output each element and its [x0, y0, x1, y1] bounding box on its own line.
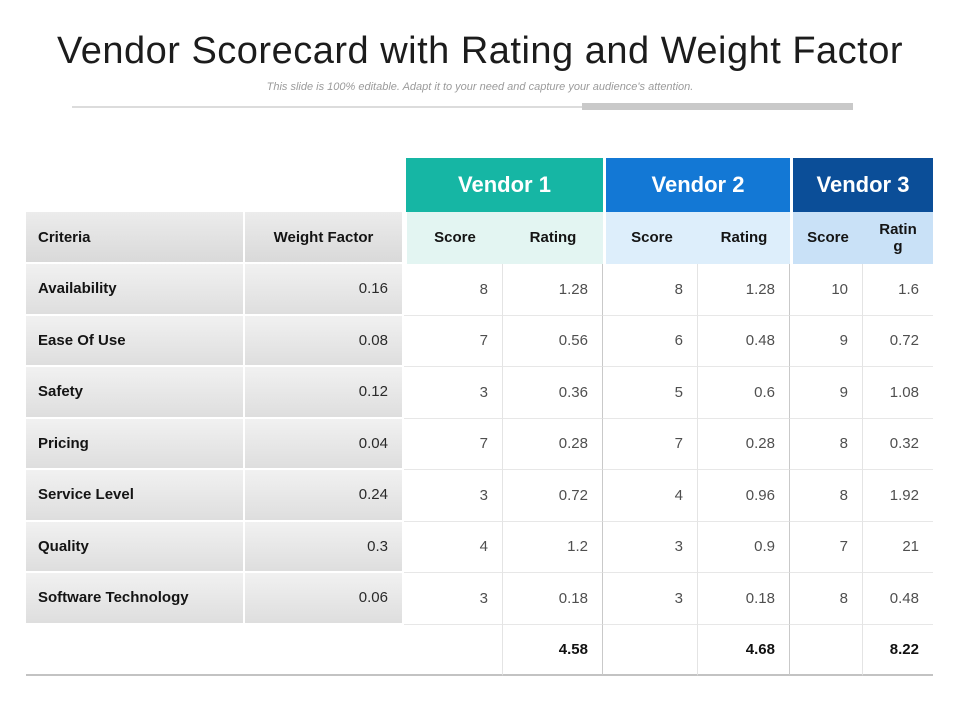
weight-cell: 0.12 [245, 367, 404, 419]
rating-cell: 1.92 [863, 470, 933, 522]
total-rating-cell: 8.22 [863, 624, 933, 676]
total-score-cell [404, 624, 503, 676]
score-header-cell: Score [790, 212, 863, 264]
vendor-header: Vendor 3 [790, 158, 933, 212]
rating-cell: 0.56 [503, 315, 603, 367]
criteria-cell: Availability [26, 264, 245, 316]
score-cell: 7 [603, 418, 698, 470]
score-cell: 5 [603, 367, 698, 419]
score-cell: 3 [404, 573, 503, 625]
weight-cell: 0.3 [245, 521, 404, 573]
score-cell: 7 [404, 418, 503, 470]
rating-cell: 0.36 [503, 367, 603, 419]
rating-cell: 0.28 [503, 418, 603, 470]
score-header-cell: Score [404, 212, 503, 264]
score-cell: 8 [404, 264, 503, 316]
score-cell: 6 [603, 315, 698, 367]
vendor-scorecard-table: Vendor 1 Vendor 2 Vendor 3 Criteria Weig… [26, 158, 933, 676]
criteria-cell: Quality [26, 521, 245, 573]
score-header-cell: Score [603, 212, 698, 264]
rating-cell: 0.32 [863, 418, 933, 470]
criteria-cell: Ease Of Use [26, 315, 245, 367]
weight-cell: 0.16 [245, 264, 404, 316]
rating-cell: 0.48 [698, 315, 790, 367]
criteria-cell: Software Technology [26, 573, 245, 625]
vendor-header: Vendor 2 [603, 158, 790, 212]
rating-cell: 0.72 [863, 315, 933, 367]
rating-cell: 0.28 [698, 418, 790, 470]
rating-cell: 1.28 [698, 264, 790, 316]
weight-cell: 0.04 [245, 418, 404, 470]
score-cell: 3 [603, 573, 698, 625]
total-score-cell [790, 624, 863, 676]
total-rating-cell: 4.68 [698, 624, 790, 676]
page-title: Vendor Scorecard with Rating and Weight … [56, 30, 904, 72]
score-cell: 8 [790, 470, 863, 522]
rating-cell: 0.72 [503, 470, 603, 522]
score-cell: 3 [404, 470, 503, 522]
rating-header-cell: Rating [503, 212, 603, 264]
score-cell: 7 [404, 315, 503, 367]
score-cell: 8 [603, 264, 698, 316]
score-cell: 4 [603, 470, 698, 522]
weight-cell: 0.06 [245, 573, 404, 625]
rating-cell: 1.08 [863, 367, 933, 419]
weight-cell: 0.24 [245, 470, 404, 522]
criteria-cell: Pricing [26, 418, 245, 470]
rating-cell: 0.9 [698, 521, 790, 573]
header-spacer [26, 158, 404, 212]
score-cell: 8 [790, 573, 863, 625]
rating-header-cell: Rating [698, 212, 790, 264]
total-row-spacer [26, 624, 404, 676]
rating-cell: 0.18 [698, 573, 790, 625]
total-rating-cell: 4.58 [503, 624, 603, 676]
rating-cell: 21 [863, 521, 933, 573]
criteria-cell: Service Level [26, 470, 245, 522]
rating-cell: 1.6 [863, 264, 933, 316]
criteria-header-cell: Criteria [26, 212, 245, 264]
divider-line [72, 106, 842, 108]
divider-bar [582, 103, 853, 110]
score-cell: 8 [790, 418, 863, 470]
total-score-cell [603, 624, 698, 676]
score-cell: 7 [790, 521, 863, 573]
rating-cell: 0.6 [698, 367, 790, 419]
criteria-cell: Safety [26, 367, 245, 419]
score-cell: 9 [790, 367, 863, 419]
rating-cell: 1.28 [503, 264, 603, 316]
score-cell: 9 [790, 315, 863, 367]
rating-cell: 0.18 [503, 573, 603, 625]
weight-cell: 0.08 [245, 315, 404, 367]
weight-factor-header-cell: Weight Factor [245, 212, 404, 264]
score-cell: 3 [404, 367, 503, 419]
rating-cell: 1.2 [503, 521, 603, 573]
score-cell: 3 [603, 521, 698, 573]
score-cell: 10 [790, 264, 863, 316]
score-cell: 4 [404, 521, 503, 573]
slide-subtitle: This slide is 100% editable. Adapt it to… [266, 81, 694, 93]
rating-cell: 0.48 [863, 573, 933, 625]
vendor-header: Vendor 1 [404, 158, 603, 212]
rating-cell: 0.96 [698, 470, 790, 522]
rating-header-cell: Rating [863, 212, 933, 264]
